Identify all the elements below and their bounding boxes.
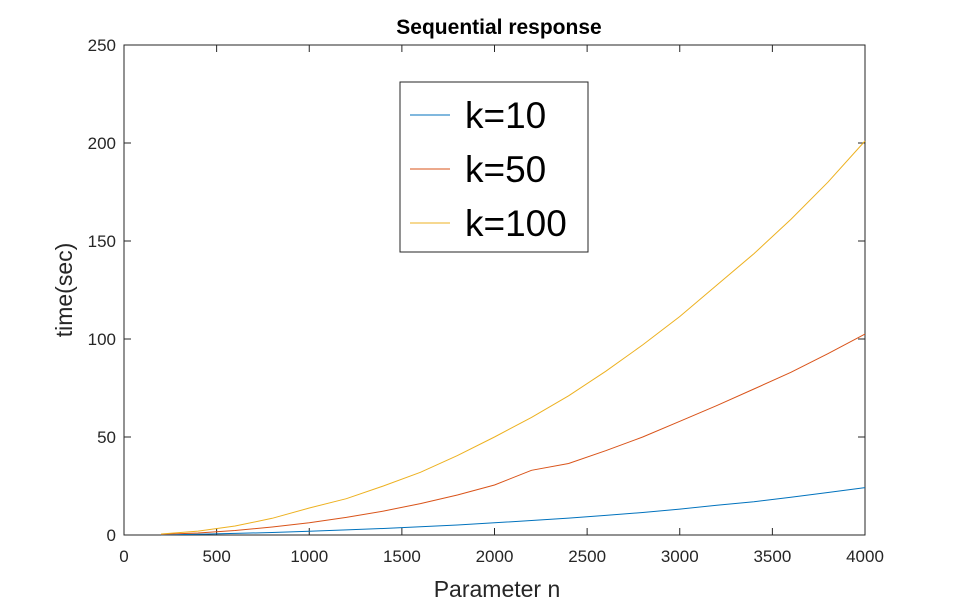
series-group [161,140,866,536]
x-tick-label: 4000 [846,547,884,566]
legend-label: k=10 [465,95,546,136]
x-tick-label: 3500 [753,547,791,566]
series-line-k-100 [161,140,866,535]
y-tick-label: 150 [88,232,116,251]
y-tick-label: 50 [97,428,116,447]
x-tick-label: 2500 [568,547,606,566]
x-tick-label: 1000 [290,547,328,566]
x-tick-label: 500 [202,547,230,566]
legend: k=10 k=50 k=100 [399,81,589,253]
y-axis-label: time(sec) [51,243,77,338]
y-axis: 0 50 100 150 200 250 [88,36,865,545]
legend-box [399,81,589,253]
x-axis: 0 500 1000 1500 2000 2500 3000 3500 4000 [119,45,884,566]
chart-title: Sequential response [396,16,601,39]
legend-label: k=100 [465,203,567,244]
y-tick-label: 250 [88,36,116,55]
x-tick-label: 0 [119,547,128,566]
y-tick-label: 200 [88,134,116,153]
x-tick-label: 2000 [476,547,514,566]
x-tick-label: 3000 [661,547,699,566]
x-axis-label: Parameter n [434,576,561,602]
legend-label: k=50 [465,149,546,190]
series-line-k-10 [161,487,866,536]
x-tick-label: 1500 [383,547,421,566]
y-tick-label: 100 [88,330,116,349]
y-tick-label: 0 [107,526,116,545]
series-line-k-50 [161,333,866,535]
